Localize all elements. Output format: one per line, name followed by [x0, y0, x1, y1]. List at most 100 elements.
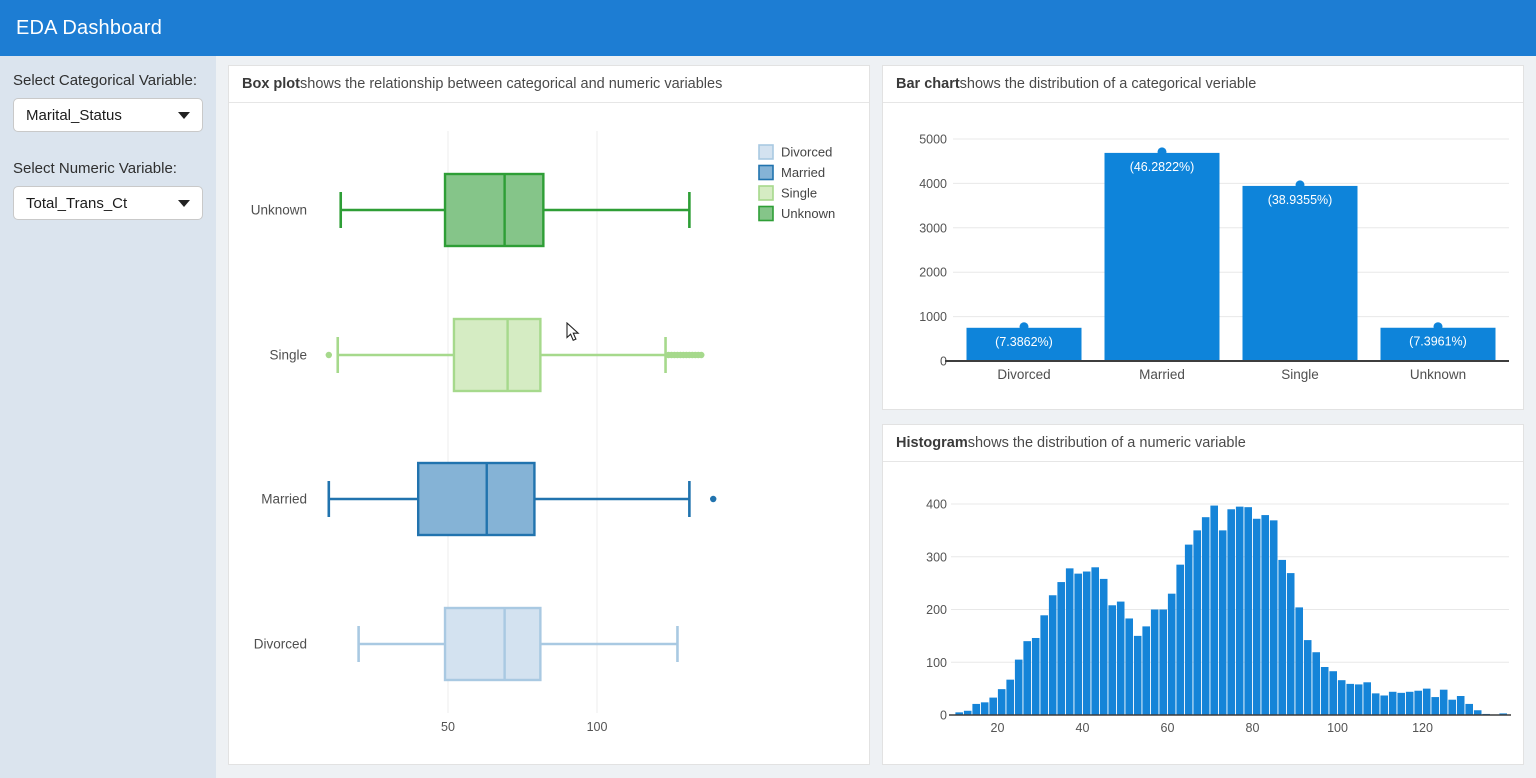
box-divorced[interactable] [443, 606, 542, 682]
bar-divorced[interactable] [966, 327, 1082, 361]
bar-unknown[interactable] [1380, 327, 1496, 361]
histogram-bar[interactable] [1108, 605, 1116, 715]
histogram-bar[interactable] [1065, 568, 1074, 715]
histogram-bar[interactable] [1269, 520, 1278, 715]
histogram-bar[interactable] [1329, 671, 1337, 715]
histogram-bar[interactable] [1278, 559, 1286, 715]
barchart-canvas[interactable]: 0 1000 2000 3000 4000 5000 (7.3862%) Divorced (4… [883, 103, 1525, 410]
histogram-bar[interactable] [1031, 637, 1040, 715]
histogram-bar[interactable] [1193, 530, 1201, 715]
outlier-point[interactable] [325, 351, 332, 359]
histogram-bar[interactable] [1014, 659, 1023, 715]
numeric-variable-value: Total_Trans_Ct [26, 194, 128, 212]
boxplot-row-single[interactable] [325, 317, 705, 393]
histogram-bar[interactable] [1167, 593, 1176, 715]
histogram-bar[interactable] [980, 702, 989, 715]
outlier-point[interactable] [710, 495, 717, 503]
boxplot-row-divorced[interactable] [357, 606, 679, 682]
numeric-variable-select[interactable]: Total_Trans_Ct [13, 186, 203, 220]
histogram-bar[interactable] [1346, 683, 1354, 715]
legend-swatch-single[interactable] [758, 185, 774, 201]
box-single[interactable] [452, 317, 542, 393]
histogram-bar[interactable] [1184, 544, 1193, 715]
histogram-bar[interactable] [1414, 690, 1422, 715]
legend-swatch-divorced[interactable] [758, 144, 774, 160]
histogram-bar[interactable] [1125, 618, 1133, 715]
histogram-bar[interactable] [1099, 578, 1108, 715]
histogram-bar[interactable] [1082, 571, 1091, 715]
boxplot-row-unknown[interactable] [339, 172, 691, 248]
histogram-bar[interactable] [1405, 691, 1414, 715]
categorical-variable-select[interactable]: Marital_Status [13, 98, 203, 132]
histogram-bar[interactable] [1286, 573, 1295, 715]
histogram-bar[interactable] [1040, 615, 1048, 715]
hist-y-tick-label: 400 [926, 498, 947, 512]
histogram-bar[interactable] [1227, 509, 1235, 715]
hist-x-tick-label: 60 [1161, 721, 1175, 735]
outlier-point[interactable] [698, 351, 705, 359]
histogram-bar[interactable] [1201, 517, 1210, 715]
histogram-bar[interactable] [1354, 684, 1363, 715]
bar-married[interactable] [1104, 152, 1220, 361]
histogram-bar[interactable] [1388, 691, 1397, 715]
histogram-bar[interactable] [989, 697, 997, 715]
histogram-bar[interactable] [1456, 696, 1465, 715]
histogram-bar[interactable] [1337, 680, 1346, 715]
boxplot-category-label: Married [261, 492, 307, 507]
histogram-bar[interactable] [1431, 697, 1439, 715]
legend-label: Single [781, 186, 817, 201]
histogram-bar[interactable] [1312, 652, 1320, 715]
histogram-bar[interactable] [1091, 567, 1099, 715]
box-married[interactable] [416, 461, 536, 537]
histogram-bar[interactable] [955, 712, 963, 715]
hist-y-tick-label: 0 [940, 709, 947, 723]
hist-x-tick-label: 20 [991, 721, 1005, 735]
histogram-bar[interactable] [1048, 595, 1057, 715]
histogram-bar[interactable] [1074, 573, 1082, 715]
box-unknown[interactable] [443, 172, 545, 248]
histogram-bar[interactable] [1006, 679, 1014, 715]
bar-y-tick-label: 4000 [919, 177, 947, 191]
histogram-bar[interactable] [1320, 666, 1329, 715]
boxplot-canvas[interactable]: 50 100 Unknown Single Married Divorced Divorce… [229, 103, 871, 765]
histogram-bar[interactable] [1116, 601, 1125, 715]
histogram-bar[interactable] [1363, 682, 1371, 715]
boxplot-x-tick-label: 50 [441, 720, 455, 734]
histogram-canvas[interactable]: 0 100 200 300 400 20 40 60 80 100 120 [883, 462, 1525, 765]
histogram-bar[interactable] [1380, 695, 1388, 715]
histogram-bar[interactable] [1218, 530, 1227, 715]
histogram-bar[interactable] [1261, 515, 1269, 715]
histogram-bar[interactable] [1150, 609, 1159, 716]
histogram-bar[interactable] [1159, 609, 1167, 716]
histogram-bar[interactable] [1439, 689, 1448, 715]
bar-percentage-label: (7.3862%) [995, 335, 1053, 349]
boxplot-title: Box plot [242, 76, 300, 92]
histogram-bar[interactable] [1473, 710, 1482, 715]
bar-single[interactable] [1242, 185, 1358, 361]
legend-swatch-unknown[interactable] [758, 205, 774, 222]
histogram-bar[interactable] [1252, 518, 1261, 715]
bar-y-tick-label: 5000 [919, 133, 947, 147]
histogram-bar[interactable] [1142, 626, 1150, 715]
histogram-bar[interactable] [1465, 703, 1473, 715]
histogram-bar[interactable] [1176, 564, 1184, 715]
histogram-bar[interactable] [1371, 693, 1380, 715]
histogram-bar[interactable] [1133, 635, 1142, 715]
histogram-bar[interactable] [1303, 640, 1312, 715]
histogram-bar[interactable] [997, 689, 1006, 715]
histogram-bar[interactable] [1210, 505, 1218, 715]
histogram-bar[interactable] [1023, 641, 1031, 715]
bar-category-label: Divorced [997, 367, 1050, 382]
histogram-bar[interactable] [1235, 506, 1244, 715]
histogram-bar[interactable] [1244, 507, 1252, 715]
boxplot-description: shows the relationship between categoric… [300, 76, 723, 92]
histogram-bar[interactable] [1397, 692, 1405, 715]
histogram-bar[interactable] [1448, 699, 1456, 715]
histogram-bar[interactable] [963, 710, 972, 715]
boxplot-row-married[interactable] [327, 461, 717, 537]
histogram-bar[interactable] [1295, 607, 1303, 715]
histogram-bar[interactable] [1422, 688, 1431, 715]
histogram-bar[interactable] [972, 703, 980, 715]
histogram-bar[interactable] [1057, 582, 1065, 715]
legend-swatch-married[interactable] [758, 164, 774, 181]
